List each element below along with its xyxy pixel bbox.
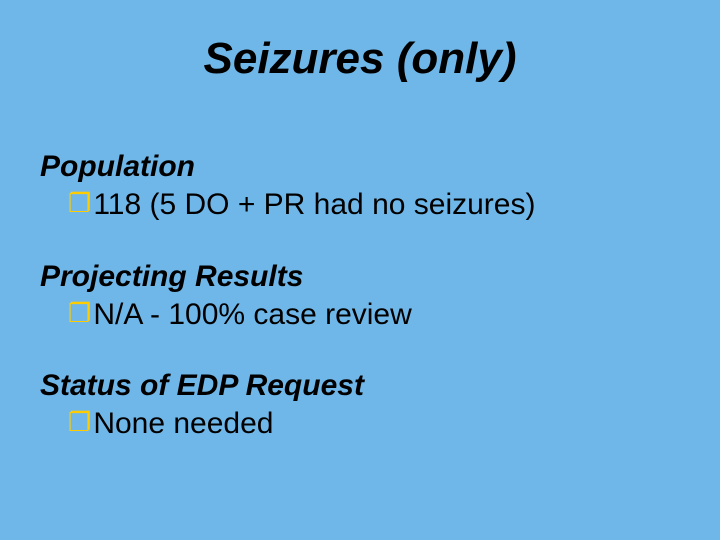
- slide-title: Seizures (only): [0, 34, 720, 84]
- section-heading: Status of EDP Request: [40, 369, 680, 403]
- section-heading: Population: [40, 150, 680, 184]
- section-population: Population ❐ 118 (5 DO + PR had no seizu…: [40, 150, 680, 224]
- bullet-icon: ❐: [68, 405, 91, 440]
- list-item: ❐ None needed: [40, 405, 680, 443]
- bullet-icon: ❐: [68, 186, 91, 221]
- list-item: ❐ N/A - 100% case review: [40, 296, 680, 334]
- list-item-text: None needed: [93, 405, 273, 443]
- section-edp-request: Status of EDP Request ❐ None needed: [40, 369, 680, 443]
- slide-content: Population ❐ 118 (5 DO + PR had no seizu…: [40, 150, 680, 479]
- list-item-text: N/A - 100% case review: [93, 296, 411, 334]
- section-heading: Projecting Results: [40, 260, 680, 294]
- section-projecting-results: Projecting Results ❐ N/A - 100% case rev…: [40, 260, 680, 334]
- bullet-icon: ❐: [68, 296, 91, 331]
- list-item: ❐ 118 (5 DO + PR had no seizures): [40, 186, 680, 224]
- list-item-text: 118 (5 DO + PR had no seizures): [93, 186, 535, 224]
